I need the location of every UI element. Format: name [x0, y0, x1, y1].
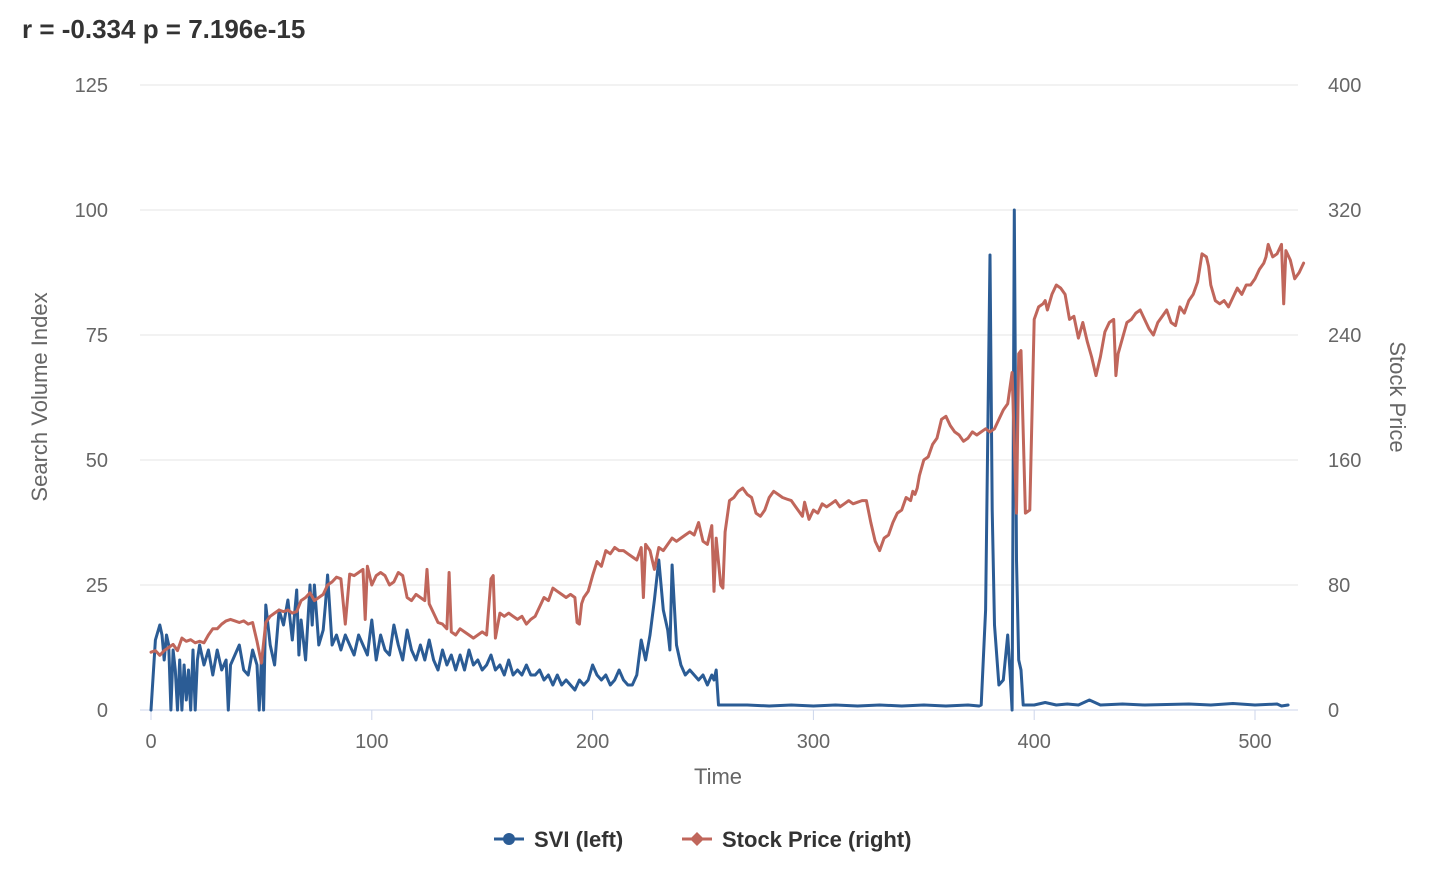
chart-title: r = -0.334 p = 7.196e-15	[22, 14, 306, 44]
y-right-tick-label: 80	[1328, 575, 1350, 597]
x-tick-label: 400	[1018, 731, 1051, 753]
series-line-stock-price[interactable]	[149, 242, 1306, 665]
y-right-tick-label: 160	[1328, 450, 1361, 472]
y-axis-right-title: Stock Price	[1385, 341, 1410, 452]
series-line-svi[interactable]	[149, 208, 1290, 712]
gridlines	[140, 84, 1298, 711]
legend-marker-stock-price	[690, 832, 704, 846]
y-right-tick-label: 0	[1328, 700, 1339, 722]
y-left-tick-label: 100	[75, 200, 108, 222]
legend-marker-svi	[503, 833, 515, 845]
y-left-tick-label: 75	[86, 325, 108, 347]
x-tick-label: 100	[355, 731, 388, 753]
legend-item-stock-price[interactable]: Stock Price (right)	[682, 827, 911, 852]
y-left-tick-label: 125	[75, 75, 108, 97]
y-right-tick-label: 240	[1328, 325, 1361, 347]
y-left-tick-label: 0	[97, 700, 108, 722]
legend-label-stock-price[interactable]: Stock Price (right)	[722, 827, 911, 852]
y-left-tick-label: 50	[86, 450, 108, 472]
y-right-tick-label: 400	[1328, 75, 1361, 97]
legend-item-svi[interactable]: SVI (left)	[494, 827, 623, 852]
y-axis-left-title: Search Volume Index	[27, 292, 52, 501]
x-tick-label: 300	[797, 731, 830, 753]
legend-label-svi[interactable]: SVI (left)	[534, 827, 623, 852]
legend: SVI (left) Stock Price (right)	[494, 827, 911, 852]
x-tick-label: 500	[1238, 731, 1271, 753]
x-axis-title: Time	[694, 764, 742, 789]
y-left-tick-label: 25	[86, 575, 108, 597]
x-tick-label: 0	[145, 731, 156, 753]
series-lines	[149, 208, 1306, 712]
axes: 0 25 50 75 100 125 0 80 160 240 320 400 0 100 200 300 40…	[75, 75, 1362, 753]
x-tick-label: 200	[576, 731, 609, 753]
y-right-tick-label: 320	[1328, 200, 1361, 222]
